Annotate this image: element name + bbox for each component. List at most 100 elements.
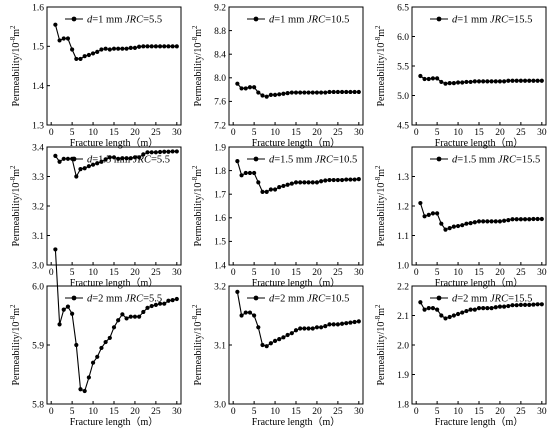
legend-marker bbox=[253, 16, 259, 22]
data-point bbox=[502, 304, 507, 309]
data-point bbox=[78, 56, 83, 62]
x-tick-label: 0 bbox=[231, 407, 236, 417]
data-point bbox=[535, 78, 540, 83]
data-point bbox=[166, 149, 171, 154]
data-point bbox=[539, 78, 544, 83]
chart-panel-9: 0 5 10 15 20 25 30 1.8 1.9 2.0 2.1 2.2 Fracture leng… bbox=[374, 282, 547, 428]
data-point bbox=[132, 45, 138, 51]
data-point bbox=[339, 321, 345, 326]
y-axis-label: Permeability/10-8m2 bbox=[9, 25, 22, 107]
data-point bbox=[335, 322, 340, 327]
data-point bbox=[426, 212, 431, 217]
data-point bbox=[247, 170, 253, 176]
data-point bbox=[272, 92, 278, 98]
data-point bbox=[451, 313, 456, 318]
data-point bbox=[99, 47, 104, 52]
data-point bbox=[527, 302, 532, 307]
legend-marker bbox=[71, 156, 77, 162]
data-point bbox=[464, 221, 469, 226]
legend-label: d=2 mm JRC=10.5 bbox=[269, 294, 349, 305]
series-line bbox=[236, 161, 359, 193]
data-point bbox=[323, 178, 328, 183]
data-point bbox=[443, 81, 448, 86]
data-point bbox=[306, 90, 311, 95]
data-point bbox=[510, 303, 515, 308]
data-point bbox=[298, 326, 303, 331]
data-point bbox=[518, 302, 523, 307]
y-tick-label: 3.4 bbox=[32, 143, 44, 153]
data-point bbox=[464, 308, 469, 314]
data-point bbox=[331, 89, 336, 95]
data-point bbox=[435, 307, 440, 312]
data-point bbox=[327, 89, 332, 95]
y-axis-label: Permeability/10-8m2 bbox=[374, 304, 387, 386]
series-line bbox=[54, 24, 177, 60]
data-point bbox=[356, 319, 361, 324]
data-point bbox=[116, 318, 121, 323]
data-point bbox=[157, 301, 163, 306]
data-point bbox=[522, 217, 528, 222]
data-point bbox=[447, 81, 452, 86]
data-point bbox=[327, 177, 332, 183]
data-point bbox=[293, 90, 299, 95]
data-point bbox=[352, 319, 357, 325]
legend-label: d=1.5 mm JRC=5.5 bbox=[87, 155, 170, 166]
data-point bbox=[260, 93, 265, 98]
x-tick-label: 20 bbox=[495, 128, 505, 138]
x-axis-label: Fracture length（m） bbox=[70, 137, 159, 149]
data-point bbox=[510, 217, 515, 222]
x-tick-label: 15 bbox=[109, 407, 119, 417]
data-point bbox=[476, 306, 482, 311]
y-axis-label: Permeability/10-8m2 bbox=[191, 165, 204, 247]
x-tick-label: 10 bbox=[453, 128, 463, 138]
data-point bbox=[344, 321, 349, 326]
data-point bbox=[277, 92, 282, 97]
data-point bbox=[527, 78, 532, 83]
data-point bbox=[137, 44, 142, 49]
data-point bbox=[455, 311, 461, 317]
data-point bbox=[111, 325, 117, 330]
y-tick-label: 1.2 bbox=[397, 202, 409, 212]
y-tick-label: 5.9 bbox=[32, 341, 44, 351]
data-point bbox=[298, 90, 303, 95]
y-tick-label: 1.9 bbox=[397, 371, 409, 381]
data-point bbox=[239, 86, 244, 91]
x-tick-label: 30 bbox=[172, 407, 182, 417]
y-tick-label: 5.5 bbox=[397, 62, 409, 72]
x-tick-label: 0 bbox=[414, 407, 419, 417]
data-point bbox=[460, 80, 465, 85]
data-point bbox=[430, 306, 436, 311]
x-tick-label: 25 bbox=[333, 128, 343, 138]
legend-label: d=1 mm JRC=10.5 bbox=[269, 15, 349, 26]
data-point bbox=[443, 227, 448, 232]
data-point bbox=[356, 176, 361, 182]
chart-panel-1: 0 5 10 15 20 25 30 1.3 1.4 1.5 1.6 Fracture length（… bbox=[9, 3, 182, 149]
data-point bbox=[476, 79, 482, 84]
data-point bbox=[506, 78, 511, 83]
y-tick-label: 3.2 bbox=[214, 282, 226, 292]
x-tick-label: 0 bbox=[414, 268, 419, 278]
data-point bbox=[497, 79, 503, 84]
data-point bbox=[518, 217, 523, 222]
y-tick-label: 1.3 bbox=[32, 121, 44, 131]
data-point bbox=[502, 218, 507, 223]
x-axis-label: Fracture length（m） bbox=[70, 277, 159, 289]
data-point bbox=[272, 338, 278, 343]
data-point bbox=[430, 76, 436, 81]
chart-panel-3: 0 5 10 15 20 25 30 4.5 5.0 5.5 6.0 6.5 Fracture leng… bbox=[374, 3, 547, 149]
data-point bbox=[476, 219, 482, 224]
y-tick-label: 7.6 bbox=[214, 98, 226, 108]
x-tick-label: 5 bbox=[435, 268, 440, 278]
x-tick-label: 25 bbox=[516, 407, 526, 417]
x-tick-label: 30 bbox=[172, 268, 182, 278]
data-point bbox=[327, 322, 332, 327]
x-tick-label: 10 bbox=[270, 128, 280, 138]
data-point bbox=[260, 342, 265, 348]
data-point bbox=[497, 219, 503, 224]
data-point bbox=[90, 51, 96, 56]
x-tick-label: 15 bbox=[291, 407, 301, 417]
data-point bbox=[348, 320, 353, 325]
x-tick-label: 25 bbox=[333, 268, 343, 278]
data-point bbox=[460, 223, 465, 228]
